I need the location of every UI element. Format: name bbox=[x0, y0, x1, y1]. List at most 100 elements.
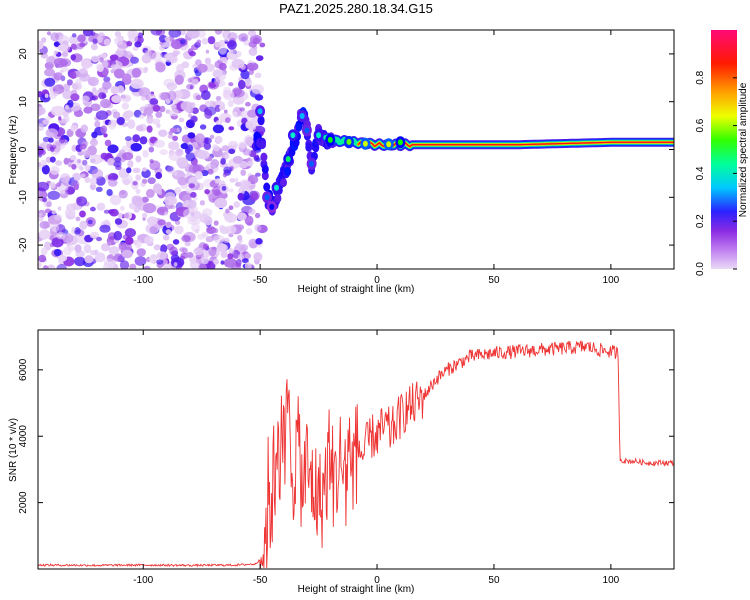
noise-blob bbox=[39, 221, 50, 229]
noise-blob bbox=[142, 203, 157, 214]
noise-blob bbox=[62, 51, 69, 57]
noise-blob bbox=[239, 181, 251, 190]
noise-blob bbox=[71, 163, 77, 170]
noise-blob bbox=[236, 224, 245, 231]
noise-blob bbox=[228, 148, 236, 155]
noise-blob bbox=[170, 257, 185, 268]
noise-blob bbox=[123, 213, 130, 219]
noise-blob bbox=[127, 119, 136, 130]
ridge-halo bbox=[274, 193, 282, 203]
noise-blob bbox=[110, 85, 120, 95]
noise-blob bbox=[205, 100, 211, 106]
noise-blob bbox=[229, 178, 236, 183]
noise-blob bbox=[152, 183, 163, 194]
noise-blob bbox=[218, 62, 227, 71]
noise-blob bbox=[238, 33, 249, 42]
noise-blob bbox=[167, 134, 174, 139]
noise-blob bbox=[101, 243, 110, 252]
noise-blob bbox=[162, 234, 170, 241]
noise-blob bbox=[90, 139, 98, 147]
noise-blob bbox=[214, 197, 228, 209]
noise-blob bbox=[146, 125, 153, 133]
noise-blob bbox=[227, 100, 234, 108]
noise-blob bbox=[89, 154, 103, 165]
noise-blob bbox=[191, 107, 199, 114]
ridge-halo bbox=[261, 171, 269, 181]
noise-blob bbox=[139, 136, 148, 145]
noise-blob bbox=[81, 59, 92, 70]
noise-blob bbox=[124, 136, 132, 142]
noise-blob bbox=[238, 79, 246, 90]
noise-blob bbox=[174, 187, 182, 195]
y-tick-label: 4000 bbox=[18, 425, 29, 448]
noise-blob bbox=[90, 55, 100, 63]
colorbar-tick-label: 0.8 bbox=[695, 70, 706, 84]
noise-blob bbox=[245, 156, 254, 167]
noise-blob bbox=[84, 255, 94, 264]
noise-blob bbox=[79, 210, 86, 218]
colorbar-tick-label: 0.4 bbox=[695, 166, 706, 180]
noise-blob bbox=[154, 139, 165, 148]
noise-blob bbox=[242, 258, 249, 264]
noise-blob bbox=[82, 159, 88, 166]
noise-blob bbox=[95, 110, 109, 120]
noise-blob bbox=[75, 250, 85, 258]
noise-blob bbox=[94, 249, 99, 255]
noise-blob bbox=[151, 254, 158, 260]
noise-blob bbox=[247, 109, 258, 118]
snr-x-axis-label: Height of straight line (km) bbox=[298, 584, 415, 595]
noise-blob bbox=[84, 164, 91, 171]
noise-blob bbox=[53, 249, 62, 257]
noise-blob bbox=[46, 56, 57, 65]
noise-blob bbox=[252, 37, 260, 44]
noise-blob bbox=[228, 205, 234, 210]
noise-blob bbox=[56, 232, 66, 240]
noise-blob bbox=[70, 155, 77, 161]
noise-blob bbox=[228, 82, 234, 87]
noise-blob bbox=[235, 242, 242, 248]
noise-blob bbox=[167, 90, 177, 101]
noise-blob bbox=[135, 174, 141, 181]
noise-blob bbox=[67, 209, 76, 217]
noise-blob bbox=[255, 55, 264, 61]
noise-blob bbox=[69, 35, 79, 45]
noise-blob bbox=[218, 44, 227, 55]
noise-blob bbox=[165, 165, 174, 172]
noise-blob bbox=[113, 68, 125, 79]
noise-blob bbox=[57, 206, 62, 211]
noise-blob bbox=[196, 39, 202, 45]
noise-blob bbox=[248, 208, 256, 215]
noise-blob bbox=[107, 144, 119, 154]
noise-blob bbox=[126, 167, 132, 174]
noise-blob bbox=[98, 92, 106, 100]
noise-blob bbox=[249, 192, 259, 202]
noise-blob bbox=[91, 168, 104, 180]
noise-blob bbox=[75, 78, 82, 87]
noise-blob bbox=[155, 111, 163, 118]
noise-blob bbox=[183, 208, 194, 219]
noise-blob bbox=[190, 191, 197, 198]
noise-blob bbox=[50, 32, 60, 42]
noise-blob bbox=[130, 142, 142, 152]
noise-blob bbox=[127, 160, 134, 168]
noise-blob bbox=[78, 68, 89, 78]
noise-blob bbox=[42, 136, 51, 143]
noise-blob bbox=[102, 81, 112, 90]
spectrogram-x-ticks: -100 -50 0 50 100 bbox=[133, 30, 620, 286]
noise-blob bbox=[125, 236, 134, 245]
noise-blob bbox=[99, 224, 111, 233]
noise-blob bbox=[240, 169, 246, 176]
x-tick-label: 50 bbox=[488, 275, 500, 286]
noise-blob bbox=[70, 54, 77, 61]
noise-blob bbox=[87, 219, 93, 225]
noise-blob bbox=[109, 208, 119, 217]
noise-blob bbox=[176, 127, 181, 133]
noise-blob bbox=[63, 157, 70, 165]
y-tick-label: 6000 bbox=[18, 358, 29, 381]
noise-blob bbox=[165, 229, 172, 235]
noise-blob bbox=[144, 49, 152, 57]
ridge-halo bbox=[263, 182, 271, 192]
noise-blob bbox=[141, 178, 148, 184]
noise-blob bbox=[187, 113, 192, 118]
